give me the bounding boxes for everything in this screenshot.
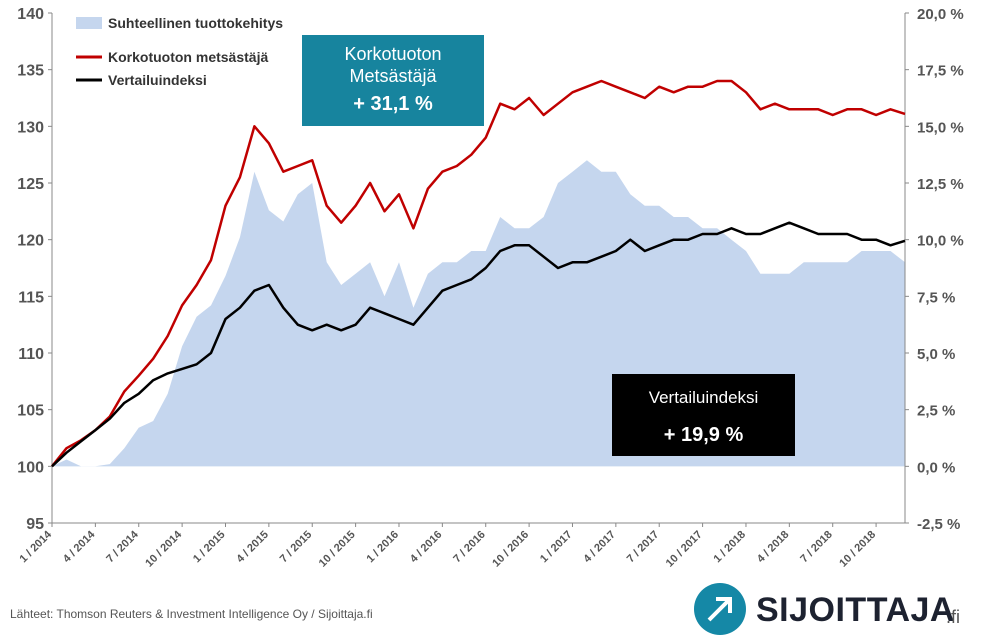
logo-arrow-icon — [694, 583, 746, 635]
y-left-tick-label: 100 — [17, 459, 44, 476]
callout-index-value: + 19,9 % — [663, 424, 744, 446]
y-right-tick-label: 12,5 % — [917, 176, 964, 193]
logo-suffix: .fi — [946, 607, 961, 627]
x-tick-label: 1 / 2016 — [365, 529, 402, 566]
x-tick-label: 10 / 2014 — [143, 528, 185, 570]
x-tick-label: 10 / 2017 — [664, 529, 705, 570]
y-right-tick-label: 17,5 % — [917, 63, 964, 80]
y-left-tick-label: 115 — [18, 289, 44, 306]
sijoittaja-logo: SIJOITTAJA .fi — [694, 583, 979, 635]
legend-swatch-area — [76, 17, 102, 29]
x-tick-label: 10 / 2015 — [317, 529, 358, 570]
callout-index-line1: Vertailuindeksi — [648, 388, 759, 407]
y-left-tick-label: 105 — [17, 403, 44, 420]
y-right-tick-label: 7,5 % — [917, 289, 955, 306]
series-lines — [51, 79, 906, 468]
logo-text: SIJOITTAJA — [756, 591, 955, 629]
y-right-tick-label: 10,0 % — [917, 233, 964, 250]
x-tick-label: 4 / 2018 — [755, 529, 792, 566]
y-left-tick-label: 120 — [17, 233, 44, 250]
index-line — [51, 221, 906, 468]
y-right-tick-label: 0,0 % — [917, 459, 955, 476]
hunter-line — [51, 79, 906, 468]
legend: Suhteellinen tuottokehitys Korkotuoton m… — [76, 15, 283, 88]
source-note: Lähteet: Thomson Reuters & Investment In… — [10, 607, 373, 621]
y-left-tick-label: 130 — [17, 119, 44, 136]
x-tick-label: 7 / 2018 — [798, 529, 835, 566]
y-right-tick-label: -2,5 % — [917, 516, 960, 533]
callout-hunter-line2: Metsästäjä — [349, 66, 437, 86]
y-left-tick-label: 140 — [17, 6, 44, 23]
legend-label-area: Suhteellinen tuottokehitys — [108, 15, 283, 31]
x-tick-label: 7 / 2017 — [625, 529, 662, 566]
legend-label-hunter: Korkotuoton metsästäjä — [108, 49, 268, 65]
y-left-tick-label: 110 — [18, 346, 44, 363]
x-tick-label: 4 / 2015 — [234, 529, 271, 566]
x-tick-label: 1 / 2015 — [191, 529, 228, 566]
x-tick-label: 7 / 2015 — [278, 529, 315, 566]
x-tick-label: 1 / 2017 — [538, 529, 575, 566]
x-tick-label: 4 / 2016 — [408, 529, 445, 566]
x-tick-label: 1 / 2018 — [711, 529, 748, 566]
y-right-tick-label: 2,5 % — [917, 403, 955, 420]
y-right-tick-label: 20,0 % — [917, 6, 964, 23]
x-tick-label: 4 / 2014 — [61, 528, 98, 565]
callout-hunter-value: + 31,1 % — [353, 93, 433, 115]
x-tick-label: 10 / 2018 — [837, 529, 878, 570]
x-tick-label: 4 / 2017 — [581, 529, 618, 566]
legend-label-index: Vertailuindeksi — [108, 72, 207, 88]
x-tick-label: 1 / 2014 — [18, 528, 55, 565]
y-left-tick-label: 125 — [17, 176, 44, 193]
x-tick-label: 7 / 2016 — [451, 529, 488, 566]
x-tick-label: 7 / 2014 — [104, 528, 141, 565]
y-left-tick-label: 135 — [17, 63, 44, 80]
y-right-tick-label: 5,0 % — [917, 346, 955, 363]
y-right-tick-label: 15,0 % — [917, 119, 964, 136]
y-left-tick-label: 95 — [26, 516, 44, 533]
callout-index: Vertailuindeksi + 19,9 % — [612, 374, 795, 456]
callout-hunter-line1: Korkotuoton — [344, 44, 442, 64]
x-tick-label: 10 / 2016 — [490, 529, 531, 570]
callout-hunter: Korkotuoton Metsästäjä + 31,1 % — [302, 35, 484, 126]
